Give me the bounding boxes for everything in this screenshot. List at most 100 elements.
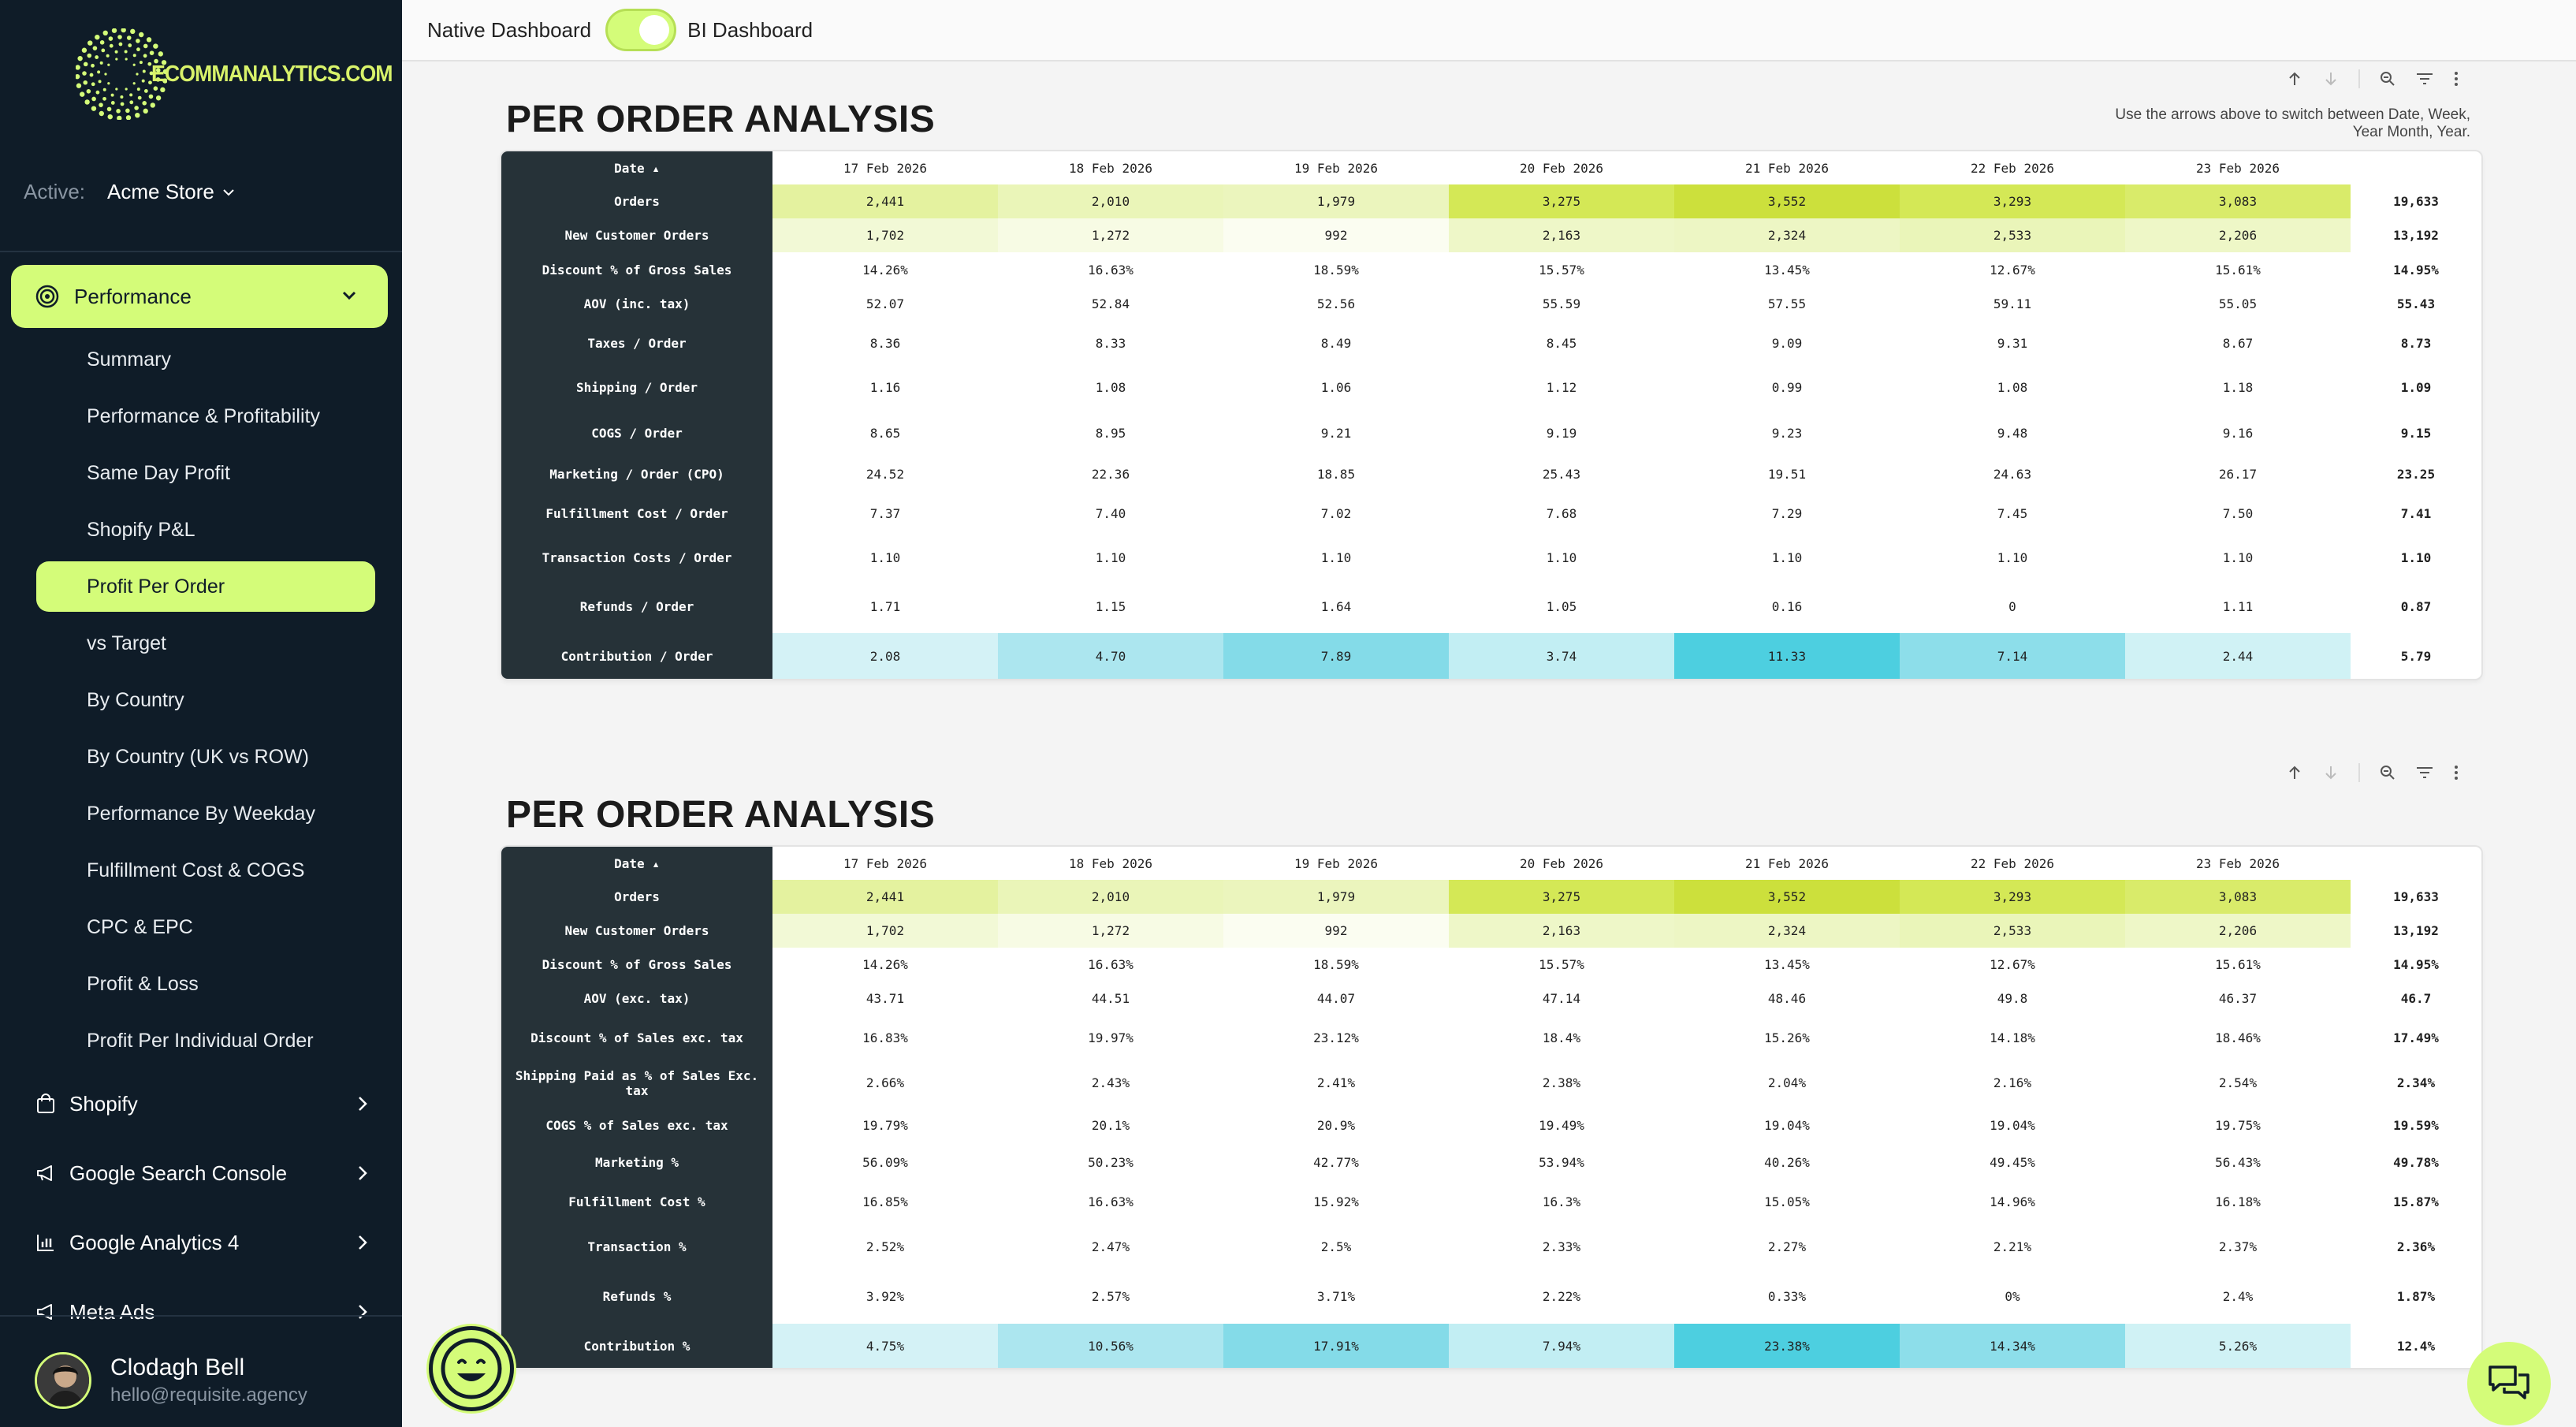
table-cell: 7.68 [1546, 505, 1577, 521]
table-cell: 52.07 [865, 296, 905, 311]
table-cell: 16.85% [862, 1194, 908, 1209]
table-cell: 1.11 [2222, 598, 2254, 614]
sidebar-subitem[interactable]: By Country [87, 688, 184, 711]
zoom-icon[interactable] [2379, 70, 2396, 88]
sidebar-subitem[interactable]: Same Day Profit [87, 461, 231, 484]
table-cell: 1.10 [869, 550, 901, 565]
table-cell: 3.71% [1316, 1289, 1356, 1304]
table-cell: 15.61% [2215, 957, 2261, 972]
table-row: AOV (inc. tax) 52.07 52.84 52.56 55.59 57.55 5… [501, 287, 2481, 321]
arrow-down-icon[interactable] [2322, 764, 2340, 781]
table-cell: 1.10 [1997, 550, 2028, 565]
table-cell: 16.63% [1088, 1194, 1134, 1209]
table-cell: 9.48 [1997, 425, 2028, 441]
chevron-right-icon [359, 1305, 367, 1319]
arrow-up-icon[interactable] [2286, 764, 2303, 781]
user-profile[interactable]: Clodagh Bell hello@requisite.agency [35, 1352, 307, 1409]
sidebar-subitem[interactable]: Performance By Weekday [87, 802, 315, 825]
row-label: Refunds % [501, 1269, 772, 1324]
table-cell: 16.18% [2215, 1194, 2261, 1209]
filter-icon[interactable] [2415, 764, 2434, 781]
more-icon[interactable] [2453, 70, 2459, 88]
table-cell: 11.33 [1674, 633, 1900, 679]
sidebar-subitem[interactable]: Profit Per Order [36, 561, 375, 612]
arrow-up-icon[interactable] [2286, 70, 2303, 88]
zoom-icon[interactable] [2379, 764, 2396, 781]
feedback-button[interactable] [429, 1326, 514, 1411]
user-email: hello@requisite.agency [110, 1384, 307, 1406]
table-cell: 0.33% [1767, 1289, 1807, 1304]
table-row: Refunds % 3.92% 2.57% 3.71% 2.22% 0.33% 0% 2.4%… [501, 1269, 2481, 1324]
table-cell: 4.75% [772, 1324, 998, 1368]
nav-group[interactable]: Google Analytics 4 [35, 1219, 374, 1266]
data-table: Date ▴ 17 Feb 2026 18 Feb 2026 19 Feb 2026 2… [501, 151, 2481, 679]
row-label: Transaction Costs / Order [501, 535, 772, 579]
row-total: 0.87 [2400, 598, 2432, 614]
date-column-header: 17 Feb 2026 [843, 855, 927, 871]
table-cell: 2,206 [2125, 914, 2351, 948]
chat-button[interactable] [2467, 1342, 2551, 1425]
row-label: Orders [501, 184, 772, 218]
store-selector[interactable]: Active: Acme Store [24, 180, 236, 204]
sidebar-subitem[interactable]: Profit Per Individual Order [87, 1029, 314, 1052]
arrow-down-icon[interactable] [2322, 70, 2340, 88]
row-label: AOV (inc. tax) [501, 287, 772, 321]
nav-group[interactable]: Google Search Console [35, 1149, 374, 1197]
sidebar-subitem[interactable]: vs Target [87, 632, 166, 654]
row-label: COGS / Order [501, 409, 772, 456]
table-row: Transaction Costs / Order 1.10 1.10 1.10 1.1… [501, 535, 2481, 579]
logo[interactable]: ECOMMANALYTICS.COM [76, 28, 402, 120]
megaphone-icon [37, 1165, 52, 1181]
table-row: AOV (exc. tax) 43.71 44.51 44.07 47.14 48.46 4… [501, 982, 2481, 1015]
nav-group[interactable]: Shopify [35, 1080, 374, 1127]
date-sort-header[interactable]: Date ▴ [501, 847, 772, 880]
table-cell: 1,702 [772, 914, 998, 948]
filter-icon[interactable] [2415, 70, 2434, 88]
dashboard-toggle[interactable] [605, 9, 677, 51]
sidebar-subitem[interactable]: Performance & Profitability [87, 404, 320, 427]
panel-title: PER ORDER ANALYSIS [506, 99, 936, 140]
sidebar-subitem[interactable]: Profit & Loss [87, 972, 199, 995]
data-table: Date ▴ 17 Feb 2026 18 Feb 2026 19 Feb 2026 2… [501, 847, 2481, 1368]
per-order-table-2: Date ▴ 17 Feb 2026 18 Feb 2026 19 Feb 2026 2… [501, 847, 2481, 1368]
panel-title: PER ORDER ANALYSIS [506, 794, 936, 836]
table-cell: 1.64 [1320, 598, 1352, 614]
table-row: Fulfillment Cost % 16.85% 16.63% 15.92% 16.3… [501, 1179, 2481, 1224]
table-row: Taxes / Order 8.36 8.33 8.49 8.45 9.09 9.31 8.6… [501, 321, 2481, 365]
more-icon[interactable] [2453, 764, 2459, 781]
row-label: Contribution / Order [501, 633, 772, 679]
sidebar-subitem[interactable]: By Country (UK vs ROW) [87, 745, 309, 768]
table-cell: 3,293 [1900, 880, 2125, 914]
logo-dots-icon [76, 28, 167, 120]
table-cell: 3,275 [1449, 184, 1674, 218]
sidebar-subitem[interactable]: Fulfillment Cost & COGS [87, 859, 305, 881]
sidebar-subitem[interactable]: CPC & EPC [87, 915, 193, 938]
nav-group[interactable]: Meta Ads [35, 1288, 374, 1336]
row-label: Shipping Paid as % of Sales Exc. tax [501, 1060, 772, 1105]
sidebar-subitem[interactable]: Summary [87, 348, 171, 371]
table-cell: 3.92% [865, 1289, 905, 1304]
sidebar-subitem[interactable]: Shopify P&L [87, 518, 195, 541]
table-cell: 19.49% [1539, 1118, 1584, 1133]
table-row: New Customer Orders 1,702 1,272 992 2,163 2,3… [501, 218, 2481, 252]
table-cell: 19.51 [1767, 466, 1807, 482]
table-cell: 2.47% [1091, 1239, 1130, 1254]
row-total: 9.15 [2400, 425, 2432, 441]
table-cell: 1.16 [869, 379, 901, 395]
row-label: Orders [501, 880, 772, 914]
date-sort-header[interactable]: Date ▴ [501, 151, 772, 184]
table-cell: 2.41% [1316, 1075, 1356, 1090]
row-label: Taxes / Order [501, 321, 772, 365]
table-cell: 1.10 [2222, 550, 2254, 565]
nav-performance[interactable]: Performance [11, 265, 388, 328]
row-total: 1.10 [2400, 550, 2432, 565]
row-total: 1.09 [2400, 379, 2432, 395]
table-row: COGS % of Sales exc. tax 19.79% 20.1% 20.9%… [501, 1105, 2481, 1146]
table-cell: 2,206 [2125, 218, 2351, 252]
table-cell: 16.3% [1542, 1194, 1581, 1209]
table-cell: 8.49 [1320, 335, 1352, 351]
row-total: 19.59% [2393, 1118, 2439, 1133]
table-cell: 15.92% [1313, 1194, 1359, 1209]
nav-group-label: Meta Ads [69, 1299, 155, 1324]
table-cell: 12.67% [1990, 957, 2035, 972]
